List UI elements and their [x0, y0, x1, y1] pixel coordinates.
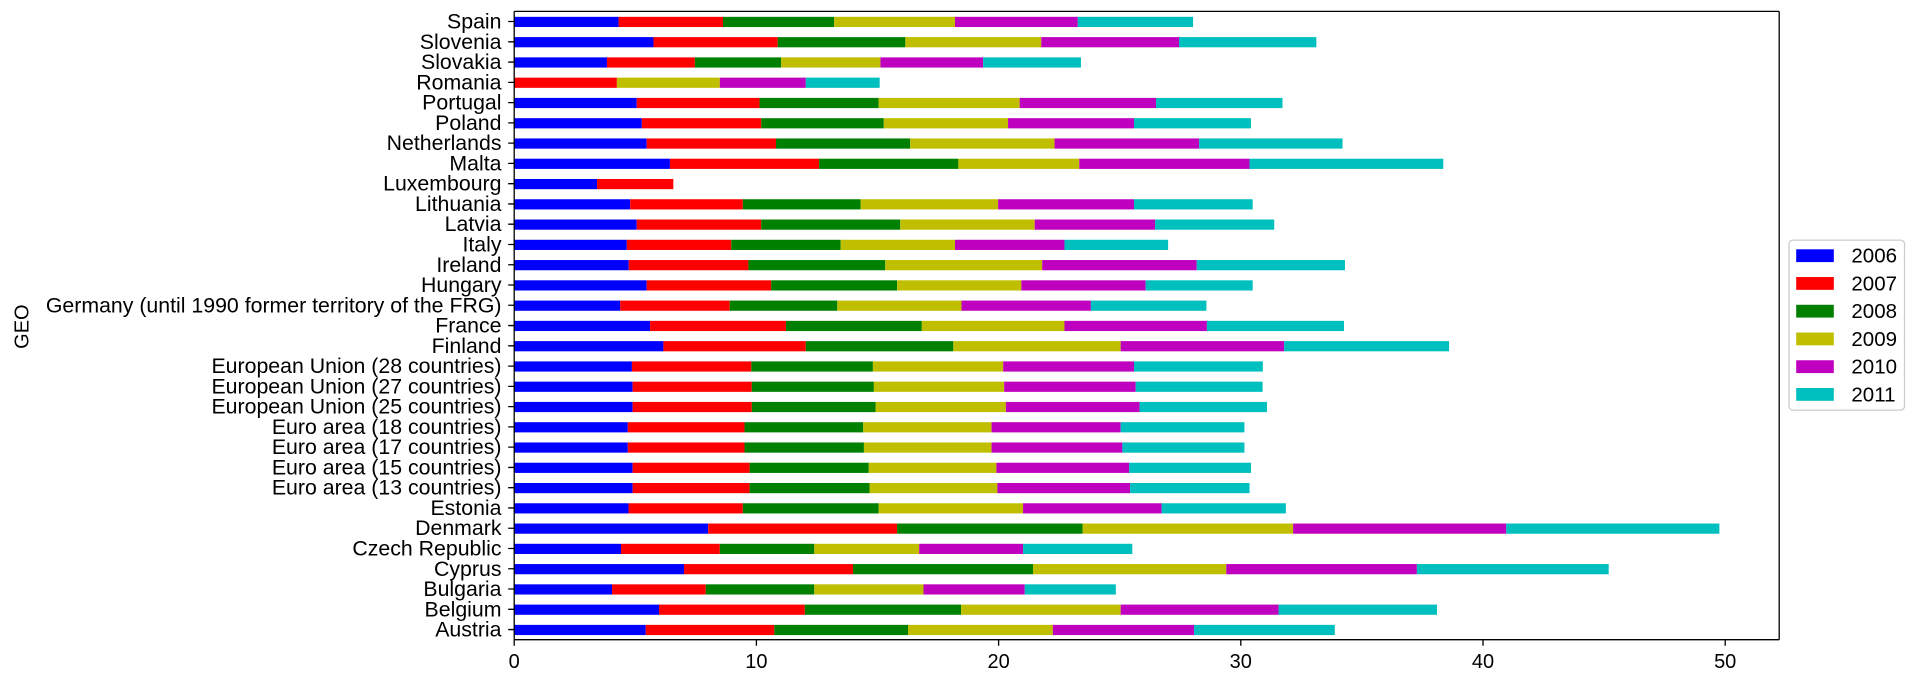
svg-text:Bulgaria: Bulgaria: [423, 577, 501, 601]
svg-text:Czech Republic: Czech Republic: [352, 537, 502, 561]
svg-text:European Union (25 countries): European Union (25 countries): [211, 395, 501, 419]
svg-text:30: 30: [1230, 651, 1252, 673]
svg-text:Luxembourg: Luxembourg: [383, 172, 501, 196]
svg-text:Poland: Poland: [435, 111, 501, 135]
svg-text:Euro area (15 countries): Euro area (15 countries): [272, 455, 502, 479]
svg-text:Lithuania: Lithuania: [415, 192, 502, 216]
svg-text:Malta: Malta: [449, 151, 501, 175]
svg-text:Germany (until 1990 former ter: Germany (until 1990 former territory of …: [46, 293, 502, 317]
svg-text:2007: 2007: [1851, 272, 1897, 295]
svg-text:50: 50: [1714, 651, 1736, 673]
svg-text:Euro area (13 countries): Euro area (13 countries): [272, 476, 502, 500]
svg-text:2010: 2010: [1851, 356, 1897, 379]
svg-text:2009: 2009: [1851, 328, 1897, 351]
svg-text:Euro area (18 countries): Euro area (18 countries): [272, 415, 502, 439]
svg-text:Belgium: Belgium: [425, 597, 502, 621]
svg-text:GEO: GEO: [11, 304, 33, 348]
svg-text:European Union (27 countries): European Union (27 countries): [211, 374, 501, 398]
svg-text:Cyprus: Cyprus: [434, 557, 501, 581]
svg-text:Estonia: Estonia: [430, 496, 501, 520]
svg-text:2006: 2006: [1851, 245, 1897, 268]
svg-text:European Union (28 countries): European Union (28 countries): [211, 354, 501, 378]
svg-text:Slovakia: Slovakia: [421, 50, 502, 74]
svg-text:Slovenia: Slovenia: [420, 30, 502, 54]
svg-text:0: 0: [509, 651, 520, 673]
svg-text:Hungary: Hungary: [421, 273, 502, 297]
svg-text:Latvia: Latvia: [445, 212, 502, 236]
svg-text:France: France: [435, 314, 501, 338]
svg-text:Netherlands: Netherlands: [387, 131, 502, 155]
svg-text:2008: 2008: [1851, 300, 1897, 323]
svg-text:Portugal: Portugal: [422, 91, 501, 115]
svg-text:Spain: Spain: [447, 10, 501, 34]
svg-text:Denmark: Denmark: [415, 516, 502, 540]
svg-text:Finland: Finland: [432, 334, 502, 358]
svg-text:Romania: Romania: [416, 70, 501, 94]
svg-text:2011: 2011: [1851, 383, 1895, 406]
svg-text:Italy: Italy: [462, 232, 501, 256]
svg-text:Euro area (17 countries): Euro area (17 countries): [272, 435, 502, 459]
svg-text:Austria: Austria: [435, 618, 501, 642]
svg-text:Ireland: Ireland: [436, 253, 501, 277]
svg-text:10: 10: [745, 651, 767, 673]
svg-text:20: 20: [987, 651, 1009, 673]
svg-text:40: 40: [1472, 651, 1494, 673]
